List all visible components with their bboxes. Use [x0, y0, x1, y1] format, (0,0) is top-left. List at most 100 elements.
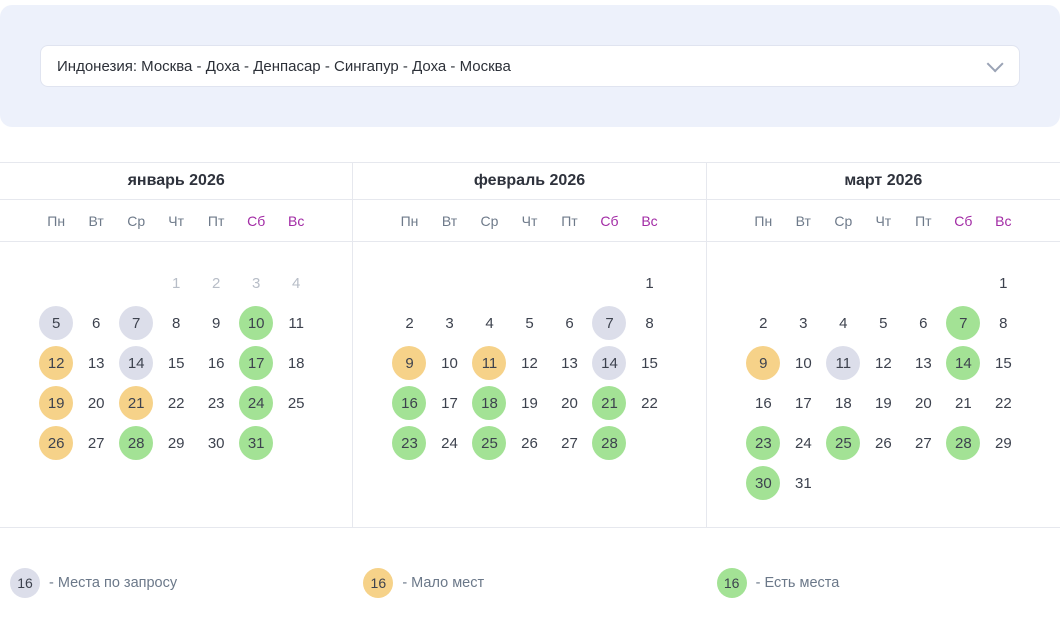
calendar-day[interactable]: 16	[389, 383, 429, 423]
calendar-day: 27	[914, 434, 932, 452]
weekday-label: Пт	[207, 212, 225, 229]
calendar-day[interactable]: 14	[943, 343, 983, 383]
empty-cell	[863, 263, 903, 303]
calendar-day: 10	[441, 354, 458, 372]
calendar-day: 15	[641, 354, 658, 372]
empty-cell	[903, 263, 943, 303]
empty-cell	[823, 463, 863, 503]
chevron-down-icon	[986, 55, 1004, 73]
calendar-day[interactable]: 9	[743, 343, 783, 383]
calendar-day[interactable]: 21	[116, 383, 156, 423]
weekday-row: Пн Вт Ср Чт Пт Сб Вс	[706, 200, 1060, 242]
calendar-day[interactable]: 28	[589, 423, 629, 463]
day-availability-request: 7	[119, 306, 154, 340]
day-availability-request: 5	[39, 306, 74, 340]
day-availability-available: 31	[239, 426, 274, 460]
empty-cell	[589, 263, 629, 303]
calendar-day[interactable]: 26	[36, 423, 76, 463]
day-availability-available: 30	[746, 466, 781, 500]
calendar-day[interactable]: 11	[469, 343, 509, 383]
calendar-day: 17	[794, 394, 812, 412]
empty-cell	[903, 463, 943, 503]
calendar-day: 24	[794, 434, 812, 452]
calendar-day: 20	[87, 394, 105, 412]
route-selector[interactable]: Индонезия: Москва - Доха - Денпасар - Си…	[40, 45, 1020, 87]
calendar-day[interactable]: 14	[589, 343, 629, 383]
calendar-day[interactable]: 14	[116, 343, 156, 383]
calendar-day[interactable]: 7	[943, 303, 983, 343]
calendar-day[interactable]: 23	[389, 423, 429, 463]
calendar-day[interactable]: 12	[36, 343, 76, 383]
weekday-label: Пн	[400, 212, 419, 229]
week-row: 1 2 3 4	[0, 263, 352, 303]
month-title: январь 2026	[0, 163, 353, 200]
weekday-label: Вс	[995, 212, 1012, 229]
calendar-day[interactable]: 31	[236, 423, 276, 463]
week-row: 1	[353, 263, 705, 303]
day-availability-available: 10	[239, 306, 274, 340]
week-row: 5 6 7 8 9 10 11	[0, 303, 352, 343]
route-panel: Индонезия: Москва - Доха - Денпасар - Си…	[0, 5, 1060, 127]
empty-cell	[36, 263, 76, 303]
week-row: 9 10 11 12 13 14 15	[353, 343, 705, 383]
calendar-day[interactable]: 28	[116, 423, 156, 463]
empty-cell	[983, 463, 1023, 503]
weekday-label: Вт	[795, 212, 811, 229]
week-row: 12 13 14 15 16 17 18	[0, 343, 352, 383]
calendar-day[interactable]: 9	[389, 343, 429, 383]
calendar-day: 26	[874, 434, 892, 452]
calendar-day[interactable]: 25	[823, 423, 863, 463]
calendar-day: 12	[521, 354, 538, 372]
calendar-day[interactable]: 7	[116, 303, 156, 343]
weekday-label: Чт	[521, 212, 538, 229]
calendar-day[interactable]: 24	[236, 383, 276, 423]
calendar-day[interactable]: 17	[236, 343, 276, 383]
legend-badge-request: 16	[10, 568, 40, 598]
day-availability-available: 24	[239, 386, 274, 420]
calendar-day: 3	[445, 314, 454, 332]
calendar-day[interactable]: 18	[469, 383, 509, 423]
calendar-day[interactable]: 21	[589, 383, 629, 423]
empty-cell	[276, 423, 316, 463]
calendar-day[interactable]: 10	[236, 303, 276, 343]
calendar-day: 15	[994, 354, 1012, 372]
calendar-day: 9	[211, 314, 221, 332]
week-row: 1	[707, 263, 1060, 303]
week-row: 16 17 18 19 20 21 22	[707, 383, 1060, 423]
calendar-day[interactable]: 23	[743, 423, 783, 463]
calendar-month: март 2026 Пн Вт Ср Чт Пт Сб Вс 1 2 3 4 5 6 7 8 9 10 11 12 13…	[706, 163, 1060, 527]
day-availability-available: 28	[119, 426, 154, 460]
calendar-day[interactable]: 25	[469, 423, 509, 463]
calendar-day[interactable]: 30	[743, 463, 783, 503]
day-availability-few: 26	[39, 426, 74, 460]
empty-cell	[429, 263, 469, 303]
calendar-day: 8	[999, 314, 1008, 332]
month-title: март 2026	[706, 163, 1060, 200]
calendar-day[interactable]: 5	[36, 303, 76, 343]
month-grid: 1 2 3 4 5 6 7 8 9 10 11 12 13 14 15 16 17 18 19 20 21 22 23 24 2…	[353, 242, 705, 487]
calendar-day: 3	[799, 314, 808, 332]
calendar-day: 6	[565, 314, 574, 332]
calendar-day[interactable]: 19	[36, 383, 76, 423]
calendar-day: 19	[874, 394, 892, 412]
day-availability-few: 9	[746, 346, 781, 380]
weekday-label: Ср	[834, 212, 853, 229]
day-availability-request: 14	[119, 346, 154, 380]
availability-legend: 16 - Места по запросу 16 - Мало мест 16 …	[0, 568, 1060, 598]
calendar-day[interactable]: 28	[943, 423, 983, 463]
empty-cell	[823, 263, 863, 303]
day-availability-available: 23	[392, 426, 427, 460]
calendar-day: 6	[919, 314, 928, 332]
calendar-day: 26	[521, 434, 538, 452]
day-availability-available: 18	[472, 386, 507, 420]
legend-item-available: 16 - Есть места	[707, 568, 1060, 598]
calendar-day: 25	[287, 394, 305, 412]
calendar-day: 2	[759, 314, 768, 332]
calendar-day: 18	[287, 354, 305, 372]
calendar-day[interactable]: 7	[589, 303, 629, 343]
month-title: февраль 2026	[353, 163, 706, 200]
calendar-day[interactable]: 11	[823, 343, 863, 383]
empty-cell	[629, 423, 669, 463]
calendar-day: 4	[291, 274, 301, 292]
calendar-day: 27	[561, 434, 578, 452]
